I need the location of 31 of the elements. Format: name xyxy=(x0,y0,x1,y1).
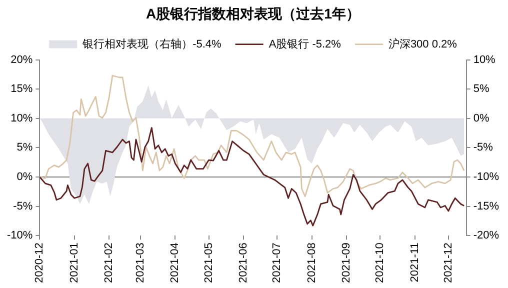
x-tick-label: 2021-12 xyxy=(442,242,454,284)
y-tick-label: 10% xyxy=(10,112,33,124)
y2-tick-label: 10% xyxy=(473,54,496,66)
y-tick-label: 15% xyxy=(10,83,33,96)
x-tick-label: 2021-05 xyxy=(202,242,215,284)
legend-label: A股银行 -5.2% xyxy=(268,38,342,50)
y2-tick-label: -20% xyxy=(473,230,500,242)
y2-tick-label: -15% xyxy=(473,200,500,212)
x-tick-label: 2021-11 xyxy=(408,242,421,282)
x-tick-label: 2021-08 xyxy=(306,242,318,284)
y-tick-label: 0% xyxy=(16,171,33,184)
y2-tick-label: -10% xyxy=(473,171,500,184)
chart-title: A股银行指数相对表现（过去1年） xyxy=(146,5,360,22)
x-tick-label: 2021-06 xyxy=(238,242,250,284)
y2-tick-label: 0% xyxy=(473,112,490,124)
y2-tick-label: -5% xyxy=(473,142,494,154)
y-tick-label: 20% xyxy=(10,54,33,66)
legend-label: 沪深300 0.2% xyxy=(388,37,458,50)
x-tick-label: 2021-02 xyxy=(103,242,116,284)
x-tick-label: 2021-01 xyxy=(68,242,80,284)
x-tick-label: 2021-03 xyxy=(134,242,146,284)
x-tick-label: 2021-07 xyxy=(271,242,284,284)
legend-label: 银行相对表现（右轴）-5.4% xyxy=(82,37,222,50)
x-tick-label: 2021-10 xyxy=(374,242,386,284)
y-tick-label: -10% xyxy=(6,230,33,242)
y2-tick-label: 5% xyxy=(473,83,490,96)
x-tick-label: 2020-12 xyxy=(34,242,46,284)
y-tick-label: -5% xyxy=(13,200,33,212)
x-tick-label: 2021-09 xyxy=(340,242,353,284)
x-tick-label: 2021-04 xyxy=(169,242,182,284)
y-tick-label: 5% xyxy=(16,142,33,154)
